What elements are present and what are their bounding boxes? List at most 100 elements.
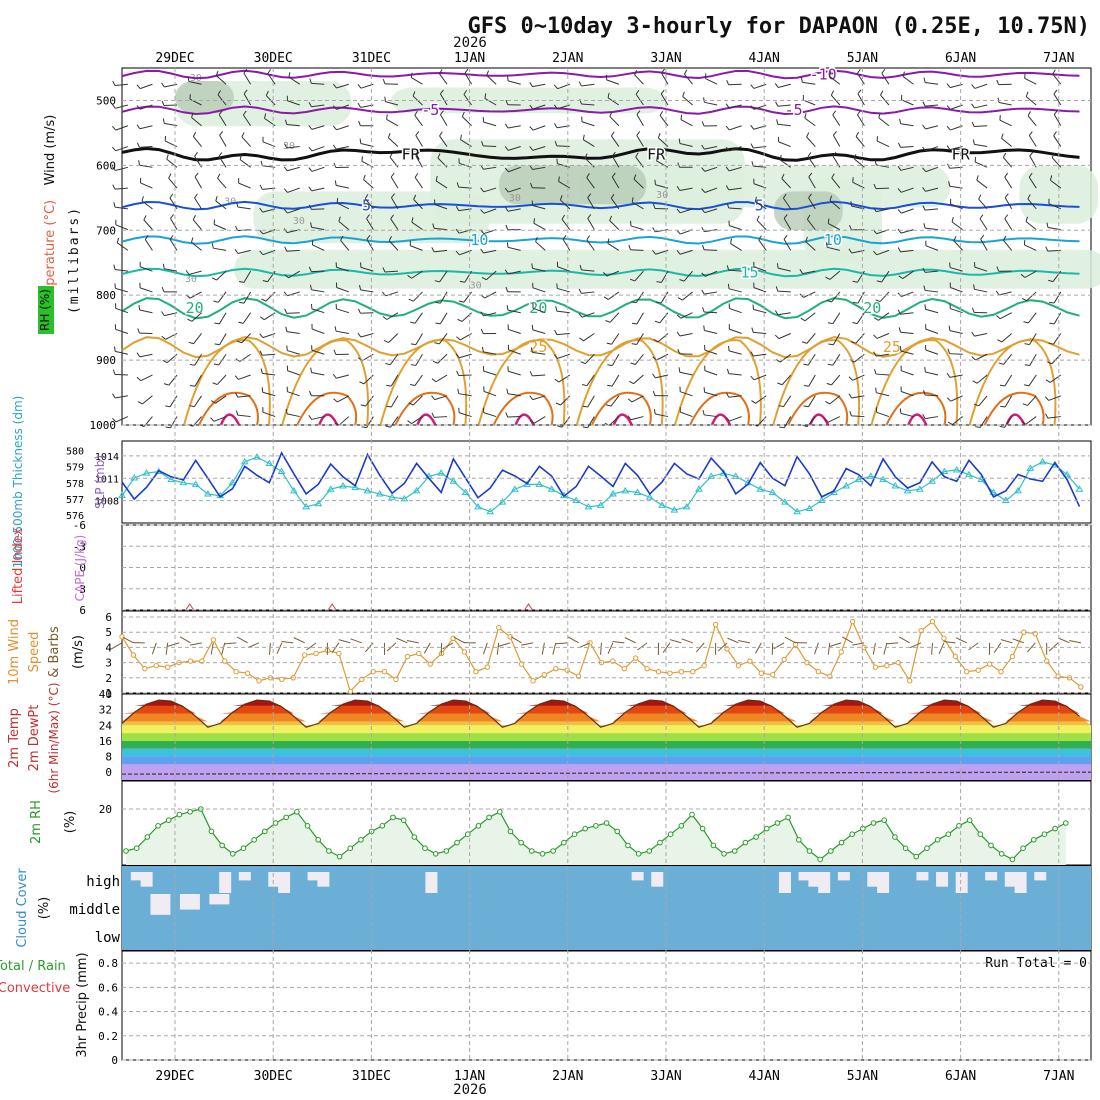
wind-barb-flag	[654, 179, 656, 185]
rh-point	[262, 828, 268, 835]
wind-barb-flag	[629, 380, 634, 385]
wind-barb-10m	[943, 641, 956, 644]
wind-speed-point	[313, 650, 319, 657]
wind-barb	[166, 158, 178, 168]
wind-barb-flag	[653, 409, 656, 415]
wind-barb-flag	[922, 414, 926, 419]
wind-barb	[680, 312, 693, 319]
wind-barb-flag	[437, 153, 441, 159]
wind-barb	[218, 156, 227, 168]
wind-barb	[193, 333, 202, 345]
wind-barb-flag	[558, 176, 560, 182]
wind-barb	[311, 208, 325, 210]
wind-barb-flag	[210, 417, 215, 422]
ylabel-barbs: & Barbs	[47, 626, 62, 678]
wind-barb	[830, 94, 841, 106]
rh-point	[283, 814, 289, 821]
wind-barb-flag	[213, 363, 219, 366]
wind-barb	[974, 332, 988, 337]
thickness-point	[204, 490, 212, 497]
thickness-point	[584, 502, 593, 510]
wind-speed-point	[941, 635, 947, 641]
surface-cell-30	[983, 391, 1045, 426]
wind-barb-10m	[122, 636, 134, 644]
wind-barb	[704, 166, 718, 172]
wind-barb-flag	[874, 369, 877, 375]
wind-barb-flag	[359, 138, 362, 144]
wind-barb	[483, 208, 497, 214]
wind-barb	[900, 350, 914, 355]
wind-barb	[243, 270, 252, 283]
wind-barb	[237, 249, 251, 254]
wind-barb	[140, 83, 153, 90]
wind-barb-flag	[857, 89, 862, 95]
wind-speed-point	[1009, 653, 1016, 660]
wind-barb	[610, 198, 620, 210]
wind-barb	[385, 101, 399, 106]
wind-barb	[758, 239, 767, 251]
wind-barb	[753, 266, 767, 272]
wind-barb-flag	[464, 68, 469, 74]
wind-barb-flag	[332, 105, 337, 110]
wind-barb	[581, 291, 595, 294]
wind-speed-point	[279, 676, 285, 683]
cloud-high-gap	[268, 872, 281, 887]
wind-barb-flag	[897, 209, 902, 214]
wind-barb	[338, 220, 350, 231]
day-label-top: 5JAN	[847, 51, 878, 66]
surface-cell-35	[416, 413, 437, 426]
wind-barb	[363, 179, 374, 189]
wind-barb-flag	[1049, 301, 1055, 304]
wind-barb-flag	[529, 82, 533, 87]
wind-barb	[262, 411, 276, 418]
wind-barb-flag	[194, 152, 198, 157]
wind-barb-flag	[726, 368, 730, 374]
wind-barb-flag	[922, 167, 927, 172]
wind-barb	[262, 353, 276, 356]
wind-barb-flag	[584, 153, 588, 159]
wind-barb-flag	[1022, 403, 1028, 406]
wind-barb	[115, 287, 129, 293]
wind-barb-flag	[506, 242, 509, 248]
wind-barb	[831, 291, 841, 303]
wind-barb-flag	[530, 347, 533, 353]
wind-barb-flag	[435, 301, 441, 304]
wind-barb-flag	[1053, 89, 1058, 95]
thickness-point	[670, 506, 679, 513]
rh-point	[699, 825, 706, 832]
wind-barb	[463, 94, 472, 106]
wind-barb-flag	[333, 349, 337, 355]
wind-barb-flag	[852, 322, 858, 325]
wind-barb	[925, 146, 939, 152]
wind-barb-flag	[357, 102, 362, 108]
rh-point	[155, 823, 161, 829]
rh-point	[774, 820, 781, 826]
wind-barb	[115, 328, 129, 334]
wind-barb	[532, 329, 546, 334]
wind-barb	[683, 270, 693, 282]
rh-point	[742, 839, 749, 846]
wind-barb	[704, 370, 718, 376]
wind-speed-point	[153, 662, 159, 669]
wind-barb-10m	[612, 641, 625, 644]
wind-barb	[902, 76, 914, 85]
wind-barb	[1052, 270, 1062, 282]
wind-barb-flag	[781, 173, 785, 179]
wind-barb-flag	[238, 321, 244, 324]
wind-barb-flag	[219, 131, 224, 136]
wind-barb	[366, 238, 374, 251]
wind-barb-flag	[332, 83, 337, 89]
wind-barb-flag	[579, 337, 584, 342]
wind-barb	[286, 146, 300, 149]
contour-label: 10	[824, 231, 842, 249]
wind-barb	[925, 245, 939, 251]
wind-barb	[611, 176, 620, 189]
wind-barb-flag	[529, 104, 534, 110]
ylabel-rh2m: 2m RH	[29, 800, 44, 844]
wind-barb	[532, 287, 546, 293]
wind-barb-10m	[883, 642, 888, 655]
wind-barb	[140, 374, 153, 382]
wind-barb-flag	[726, 203, 730, 209]
wind-barb-flag	[366, 214, 370, 219]
wind-speed-point	[906, 678, 913, 684]
